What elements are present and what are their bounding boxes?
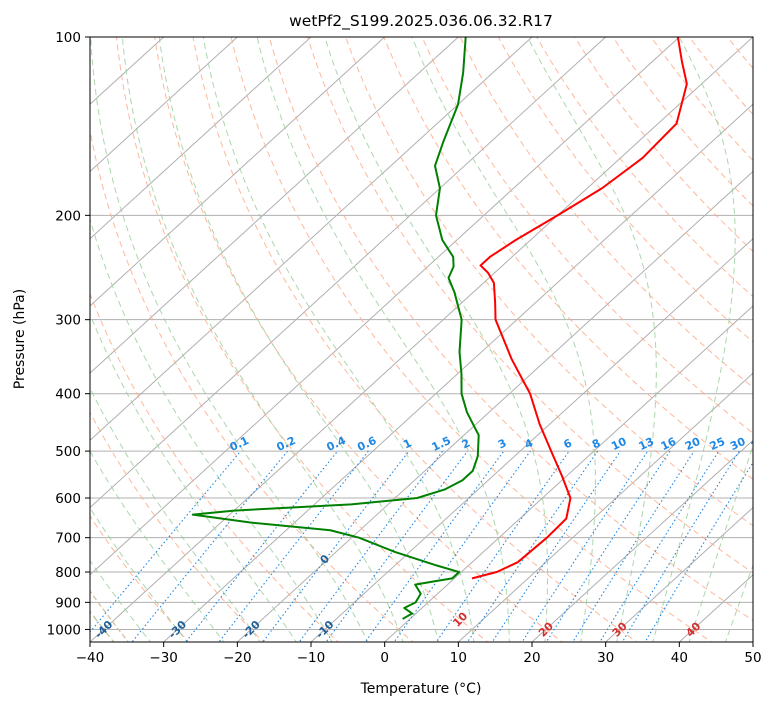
background-lines (90, 37, 753, 642)
x-tick-label: 50 (744, 650, 761, 666)
dewpoint-profile-line (191, 37, 480, 620)
x-tick-label: 0 (380, 650, 389, 666)
isotherm-line (90, 37, 460, 374)
moist-adiabat-line (90, 386, 261, 642)
x-tick-label: −30 (149, 650, 178, 666)
y-tick-label: 800 (55, 565, 81, 581)
chart-title: wetPf2_S199.2025.036.06.32.R17 (289, 12, 553, 31)
isotherm-line (531, 439, 753, 642)
mixing-ratio-line (545, 450, 671, 642)
y-tick-label: 700 (55, 531, 81, 547)
mixing-ratio-line (466, 450, 599, 642)
mixing-ratio-line (644, 461, 753, 642)
moist-adiabat-line (688, 443, 753, 642)
moist-adiabat-line (202, 37, 475, 642)
dry-adiabat-line (345, 37, 753, 527)
mixing-ratio-label: 30 (728, 435, 748, 453)
mixing-ratio-label: 10 (609, 435, 629, 453)
mixing-ratio-line (491, 450, 621, 642)
isotherm-line (90, 37, 753, 642)
moist-adiabat-line (725, 563, 753, 642)
moist-adiabat-line (90, 450, 225, 642)
isotherm-line (236, 170, 753, 642)
isotherm-line (90, 37, 239, 173)
mixing-ratio-line (599, 450, 720, 642)
y-tick-label: 200 (55, 208, 81, 224)
profile-lines (191, 37, 688, 620)
axis-ticks: −40 −30 −20 −10 0 10 20 30 40 50 100 200 300 400 500 60… (47, 30, 762, 666)
moist-adiabat-line (90, 506, 188, 642)
dry-adiabat-line (90, 411, 265, 642)
moist-adiabat-line (90, 313, 297, 642)
mixing-ratio-label: 25 (708, 435, 727, 453)
moist-adiabat-line (90, 217, 333, 642)
mixing-ratio-label: 16 (659, 435, 679, 453)
isotherm-line (457, 372, 753, 642)
dry-adiabat-line (116, 37, 489, 642)
y-axis-label: Pressure (hPa) (12, 289, 28, 389)
y-tick-label: 100 (55, 30, 81, 46)
moist-adiabat-line (527, 37, 657, 642)
dry-adiabat-line (90, 128, 414, 642)
isotherm-line (90, 37, 607, 509)
mixing-ratio-line (393, 450, 531, 642)
dry-adiabat-line (192, 37, 638, 642)
y-tick-label: 300 (55, 313, 81, 329)
x-axis-label: Temperature (°C) (360, 681, 482, 697)
x-tick-label: 20 (523, 650, 540, 666)
plot-frame (89, 36, 754, 643)
moist-adiabat-line (90, 559, 152, 642)
x-tick-label: 40 (671, 650, 688, 666)
y-tick-label: 600 (55, 491, 81, 507)
mixing-ratio-line (572, 450, 695, 642)
y-tick-label: 1000 (47, 622, 81, 638)
dry-adiabat-line (306, 37, 753, 574)
isotherm-line (90, 37, 681, 576)
mixing-ratio-line (185, 450, 338, 642)
mixing-ratio-label: 36 (749, 435, 769, 453)
x-tick-label: −40 (76, 650, 105, 666)
y-tick-label: 500 (55, 444, 81, 460)
mixing-ratio-label: 13 (637, 435, 656, 453)
isotherm-line (604, 506, 753, 642)
dry-adiabat-line (90, 292, 339, 642)
mixing-ratio-line (364, 450, 505, 642)
dry-adiabat-line (268, 37, 753, 622)
isotherm-line (90, 37, 533, 442)
y-tick-label: 400 (55, 387, 81, 403)
mixing-ratio-line (131, 450, 289, 642)
mixing-ratio-line (521, 450, 649, 642)
dry-adiabat-line (230, 37, 713, 642)
mixing-ratio-line (262, 450, 410, 642)
x-tick-label: 30 (597, 650, 614, 666)
x-tick-label: −20 (223, 650, 252, 666)
isotherm-line (162, 103, 753, 642)
mixing-ratio-line (621, 450, 740, 642)
reference-curve-line (90, 589, 130, 642)
moist-adiabat-line (121, 37, 404, 642)
y-tick-label: 900 (55, 595, 81, 611)
mixing-ratio-label: 20 (683, 435, 703, 453)
x-tick-label: 10 (450, 650, 467, 666)
moist-adiabat-line (90, 37, 369, 642)
moist-adiabat-line (256, 37, 510, 642)
moist-adiabat-line (411, 37, 596, 642)
moist-adiabat-line (158, 37, 439, 642)
temperature-profile-line (471, 37, 688, 580)
isotherm-line (383, 305, 753, 642)
x-tick-label: −10 (297, 650, 326, 666)
isotherm-line (90, 37, 312, 240)
isotherm-line (310, 237, 753, 642)
